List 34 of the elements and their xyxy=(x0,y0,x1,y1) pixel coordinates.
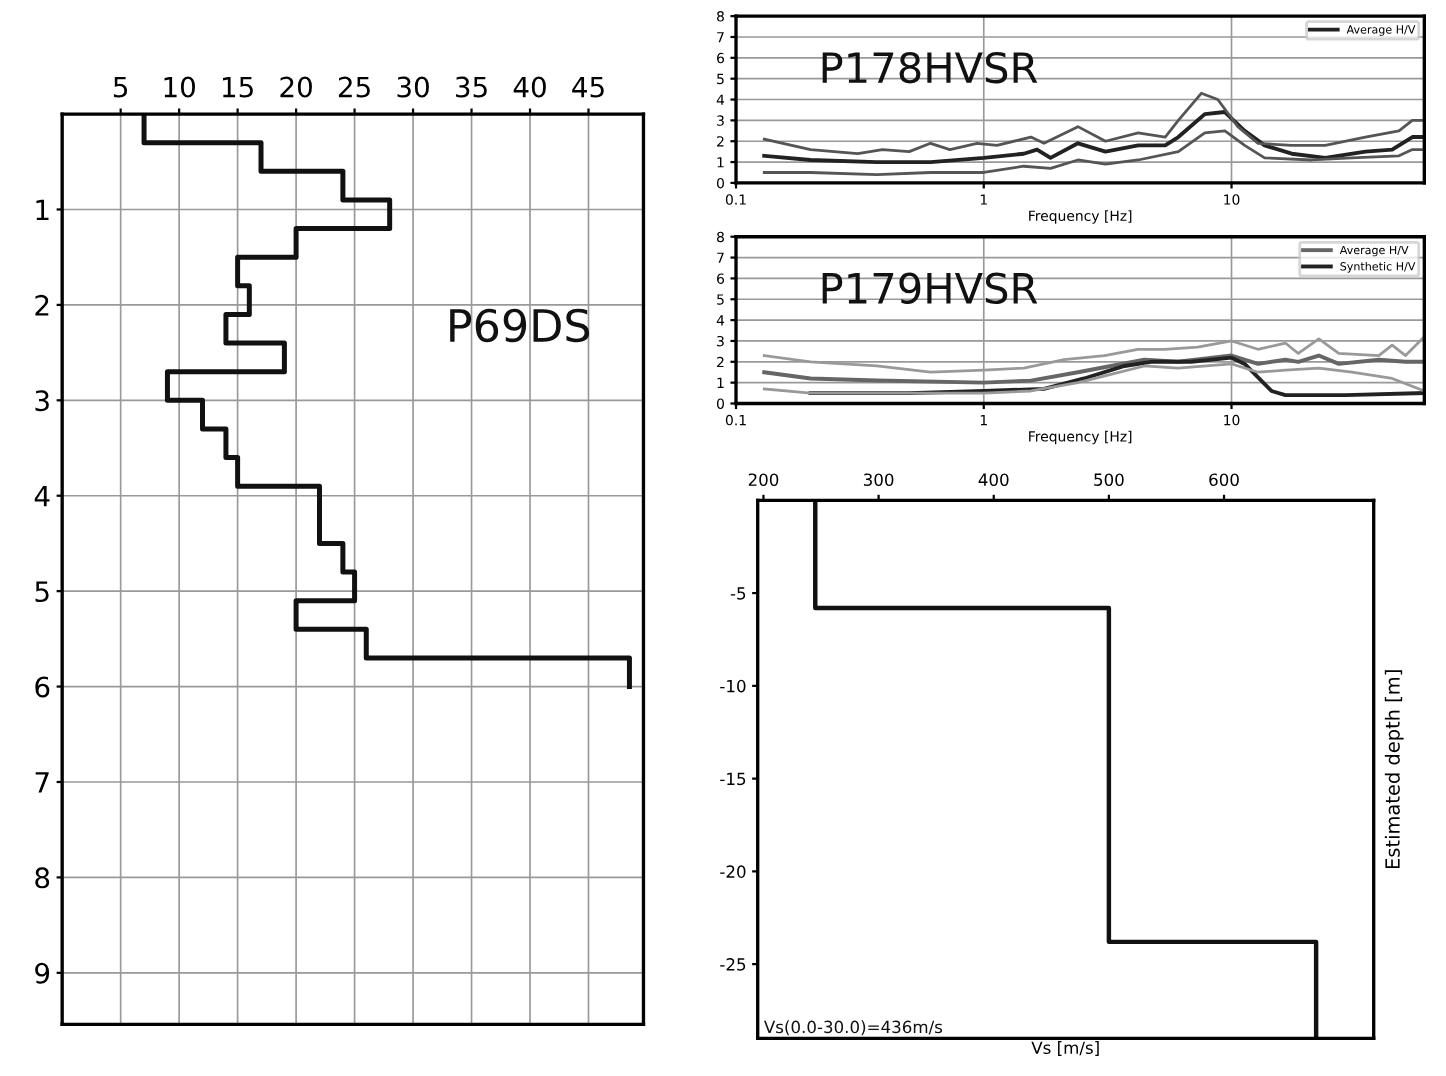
annotation: P69DS xyxy=(450,308,590,343)
x-tick-label: 15 xyxy=(223,76,253,98)
y-tick-label: 4 xyxy=(34,486,50,507)
line-series xyxy=(141,114,632,690)
y-tick-label: -10 xyxy=(720,679,746,693)
y-tick-label: 9 xyxy=(35,962,50,984)
y-tick-label: 8 xyxy=(35,867,50,889)
x-tick-label: 30 xyxy=(397,76,429,98)
x-tick-label: 40 xyxy=(513,76,546,98)
annotation: Vs(0.0-30.0)=436m/s xyxy=(763,1020,943,1036)
x-tick-label: 300 xyxy=(863,473,894,486)
x-tick-label: 500 xyxy=(1094,473,1124,486)
x-tick-label: 20 xyxy=(280,76,312,98)
annotation: P178HVSR xyxy=(822,51,1038,84)
x-tick-label: 25 xyxy=(338,76,370,98)
x-tick-label: 200 xyxy=(748,473,779,486)
y-tick-label: 3 xyxy=(35,390,49,412)
y-tick-label: 7 xyxy=(35,772,49,793)
x-tick-label: 600 xyxy=(1209,473,1239,486)
y-tick-label: -20 xyxy=(720,865,746,878)
x-tick-label: 400 xyxy=(978,473,1009,486)
y-tick-label: -25 xyxy=(720,958,746,971)
y-tick-label: -5 xyxy=(730,587,746,600)
y-tick-label: -15 xyxy=(720,772,746,786)
y-tick-label: 2 xyxy=(35,294,49,316)
x-tick-label: 10 xyxy=(164,76,195,98)
y-tick-label: 6 xyxy=(35,676,50,698)
x-tick-label: 45 xyxy=(572,76,604,98)
x-tick-label: 35 xyxy=(455,76,487,98)
x-axis-title: Vs [m/s] xyxy=(1031,1041,1099,1056)
x-tick-label: 5 xyxy=(113,76,128,98)
annotation: P179HVSR xyxy=(822,272,1038,305)
y-tick-label: 5 xyxy=(35,581,49,603)
y-axis-title: Estimated depth [m] xyxy=(1384,670,1404,869)
